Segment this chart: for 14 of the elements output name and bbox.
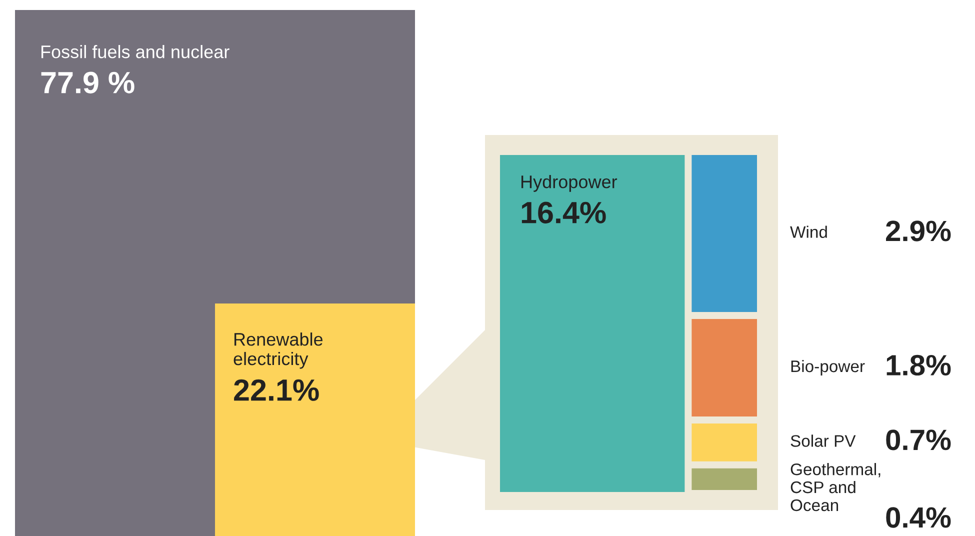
data-label: 0.4% — [886, 507, 951, 528]
data-label: 0.7% — [886, 430, 951, 450]
data-label: 2.9% — [886, 220, 951, 242]
category-label: Renewable electricity — [234, 332, 323, 369]
category-label: Fossil fuels and nuclear — [41, 45, 230, 58]
category-label: Bio-power — [791, 360, 865, 376]
data-label: 22.1% — [234, 379, 319, 401]
category-label: Wind — [790, 226, 827, 238]
data-label: 77.9 % — [41, 72, 134, 94]
data-label: 16.4% — [522, 202, 606, 224]
data-label: 1.8% — [886, 354, 951, 376]
category-label: Hydropower — [521, 175, 618, 192]
category-label: Geothermal, CSP and Ocean — [790, 463, 880, 512]
category-label: Solar PV — [790, 434, 856, 447]
